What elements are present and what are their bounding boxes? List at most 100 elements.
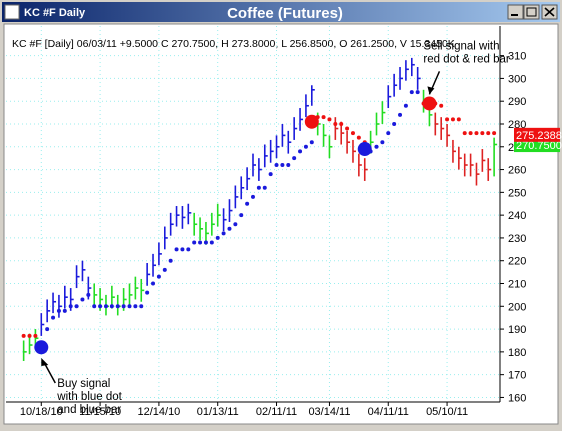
price-bar xyxy=(305,94,309,118)
price-bar xyxy=(46,299,51,323)
window-title: KC #F Daily xyxy=(24,7,86,19)
maximize-button[interactable] xyxy=(523,4,540,20)
stop-dot xyxy=(92,304,97,309)
y-tick-label: 300 xyxy=(508,73,526,85)
stop-dot xyxy=(468,131,473,136)
y-tick-label: 180 xyxy=(508,347,526,359)
maximize-icon xyxy=(526,7,537,17)
price-bar xyxy=(434,112,439,136)
stop-dot xyxy=(274,163,279,168)
price-bar xyxy=(181,206,186,229)
signal-dot xyxy=(34,340,49,355)
y-tick-label: 250 xyxy=(508,187,526,199)
stop-dot xyxy=(445,117,450,122)
stop-dot xyxy=(151,281,156,286)
price-bar xyxy=(410,57,415,77)
stop-dot xyxy=(115,304,120,309)
stop-dot xyxy=(233,222,238,227)
stop-dot xyxy=(180,247,185,252)
stop-dot xyxy=(486,131,491,136)
stop-dot xyxy=(292,156,297,161)
stop-dot xyxy=(256,185,261,190)
price-bar xyxy=(222,208,227,232)
price-bar xyxy=(393,73,398,97)
price-bar xyxy=(158,242,162,266)
stop-dot xyxy=(356,135,361,140)
signal-dot xyxy=(422,96,437,111)
price-bar xyxy=(299,108,304,131)
y-tick-label: 160 xyxy=(508,392,526,404)
stop-dot xyxy=(239,213,244,218)
price-bar xyxy=(281,123,286,147)
signal-dot xyxy=(304,114,319,129)
stop-dot xyxy=(51,315,56,320)
stop-dot xyxy=(339,121,344,126)
stop-dot xyxy=(415,90,420,95)
price-bar xyxy=(363,158,368,181)
price-bar xyxy=(387,85,392,109)
price-bar xyxy=(346,130,351,154)
x-tick-label: 12/14/10 xyxy=(137,406,180,418)
x-tick-label: 10/18/10 xyxy=(20,406,63,418)
price-bar xyxy=(234,185,239,209)
stop-dot xyxy=(386,131,391,136)
x-tick-label: 03/14/11 xyxy=(308,406,350,418)
price-bar xyxy=(58,294,62,318)
price-bar xyxy=(293,117,298,140)
price-bar xyxy=(487,158,492,181)
stop-dot xyxy=(345,126,350,131)
stop-dot xyxy=(109,304,114,309)
stop-dot xyxy=(392,121,397,126)
y-tick-label: 290 xyxy=(508,96,526,108)
price-bar xyxy=(40,313,45,336)
price-bar xyxy=(140,278,145,302)
stop-dot xyxy=(62,308,67,313)
stop-dot xyxy=(74,304,79,309)
stop-dot xyxy=(162,267,167,272)
price-bar xyxy=(452,139,456,163)
price-bar xyxy=(81,260,86,282)
annotation-text: with blue dot xyxy=(56,391,122,403)
price-bar xyxy=(405,60,409,81)
y-tick-label: 260 xyxy=(508,165,526,177)
close-icon xyxy=(544,7,555,17)
window-buttons[interactable] xyxy=(507,4,558,20)
price-bar xyxy=(381,101,386,124)
y-tick-label: 170 xyxy=(508,370,526,382)
chart-title: Coffee (Futures) xyxy=(227,5,343,22)
price-bar xyxy=(275,135,280,159)
price-bar xyxy=(358,153,362,177)
price-bar xyxy=(93,283,98,307)
price-bar xyxy=(228,199,233,222)
stop-dot xyxy=(474,131,479,136)
stop-dot xyxy=(456,117,461,122)
stop-dot xyxy=(209,240,214,245)
stop-dot xyxy=(127,304,132,309)
price-bar xyxy=(258,158,262,181)
annotation-text: Sell signal with xyxy=(423,40,499,52)
stop-dot xyxy=(492,131,497,136)
price-bar xyxy=(175,206,180,227)
stop-dot xyxy=(245,201,250,206)
stop-dot xyxy=(103,304,108,309)
stop-dot xyxy=(450,117,455,122)
arrow-head xyxy=(427,86,435,95)
stop-dot xyxy=(374,144,379,149)
stop-dot xyxy=(327,117,332,122)
y-tick-label: 230 xyxy=(508,233,526,245)
stop-dot xyxy=(121,304,126,309)
price-bar xyxy=(469,153,474,177)
price-bar xyxy=(463,153,468,177)
stop-dot xyxy=(156,274,161,279)
stop-dot xyxy=(398,112,403,117)
price-bar xyxy=(146,262,151,286)
x-tick-label: 04/11/11 xyxy=(368,406,409,418)
stop-dot xyxy=(203,240,208,245)
annotation-text: red dot & red bar xyxy=(423,53,509,65)
y-tick-label: 190 xyxy=(508,324,526,336)
price-bar xyxy=(322,123,327,147)
price-label-box xyxy=(514,127,560,142)
stop-dot xyxy=(56,308,61,313)
minimize-button[interactable] xyxy=(507,4,524,20)
